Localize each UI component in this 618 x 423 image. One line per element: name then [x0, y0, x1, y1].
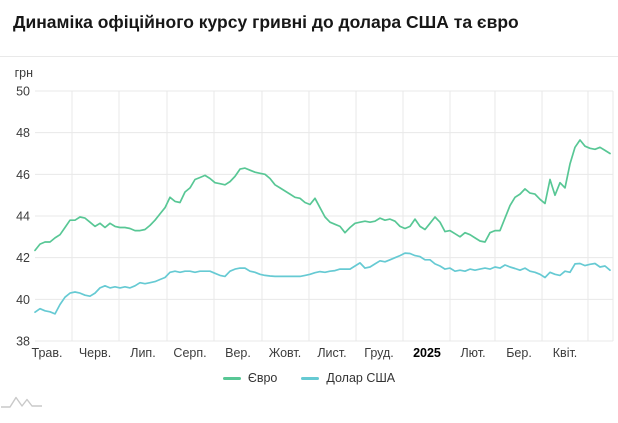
y-tick-label: 50: [16, 85, 30, 99]
brand-wave-logo-path: [1, 396, 42, 408]
x-tick-label: Черв.: [79, 346, 111, 360]
y-tick-label: 40: [16, 293, 30, 307]
usd-line-swatch-icon: [301, 376, 320, 380]
x-tick-label: Вер.: [225, 346, 251, 360]
legend-item-usd[interactable]: Долар США: [301, 371, 395, 385]
x-tick-label: Квіт.: [553, 346, 578, 360]
euro-line-swatch-icon: [222, 376, 241, 380]
y-axis-unit-label: грн: [15, 66, 34, 80]
legend-item-euro[interactable]: Євро: [222, 371, 278, 385]
legend-label-usd: Долар США: [326, 371, 396, 385]
x-tick-label: Лип.: [130, 346, 155, 360]
y-tick-label: 42: [16, 251, 30, 265]
x-tick-label: Трав.: [32, 346, 63, 360]
x-tick-label: Серп.: [173, 346, 206, 360]
usd-series-line[interactable]: [34, 252, 611, 315]
y-tick-label: 44: [16, 210, 30, 224]
legend-label-euro: Євро: [247, 371, 278, 385]
x-tick-label: Лют.: [460, 346, 485, 360]
y-tick-label: 46: [16, 168, 30, 182]
y-tick-label: 48: [16, 126, 30, 140]
chart-legend: Євро Долар США: [0, 368, 618, 388]
brand-wave-logo-icon: [1, 396, 42, 408]
header-divider: [0, 56, 618, 57]
x-tick-label: Груд.: [364, 346, 393, 360]
y-tick-label: 38: [16, 335, 30, 349]
x-tick-label: Лист.: [317, 346, 346, 360]
x-tick-label: Бер.: [506, 346, 532, 360]
page-title: Динаміка офіційного курсу гривні до дола…: [13, 12, 519, 32]
x-tick-label: Жовт.: [269, 346, 302, 360]
euro-series-line[interactable]: [34, 139, 611, 252]
x-tick-label: 2025: [413, 346, 441, 360]
